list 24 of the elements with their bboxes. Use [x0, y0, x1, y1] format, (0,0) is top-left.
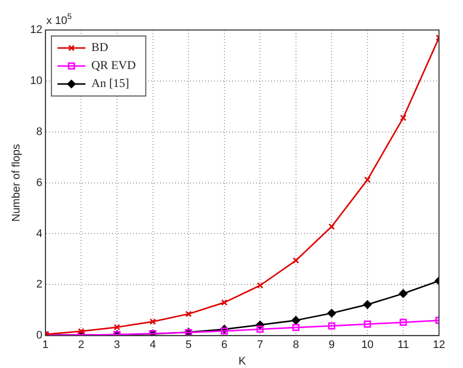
legend-label: An [15]: [91, 76, 130, 90]
x-tick-label: 8: [292, 339, 299, 352]
x-tick-label: 1: [42, 339, 48, 352]
x-axis-title: K: [238, 355, 247, 368]
y-tick-label: 4: [36, 228, 42, 240]
y-tick-label: 2: [36, 278, 42, 291]
x-tick-label: 12: [432, 339, 446, 352]
y-tick-label: 6: [36, 176, 42, 189]
x-tick-label: 11: [398, 339, 409, 352]
legend-label: BD: [91, 40, 108, 54]
x-tick-label: 2: [78, 339, 84, 352]
y-tick-label: 12: [30, 24, 42, 36]
y-axis-title: Number of flops: [10, 143, 23, 222]
x-tick-label: 6: [221, 339, 228, 352]
y-tick-label: 10: [30, 74, 42, 87]
x-tick-label: 4: [150, 339, 156, 352]
y-tick-label: 0: [36, 330, 42, 342]
y-tick-label: 8: [36, 126, 42, 138]
x-tick-label: 10: [361, 339, 374, 352]
x-tick-label: 5: [185, 339, 192, 352]
legend-label: QR EVD: [91, 58, 136, 72]
x-tick-label: 3: [114, 339, 120, 352]
x-tick-label: 9: [328, 339, 335, 352]
x-tick-label: 7: [257, 339, 264, 352]
